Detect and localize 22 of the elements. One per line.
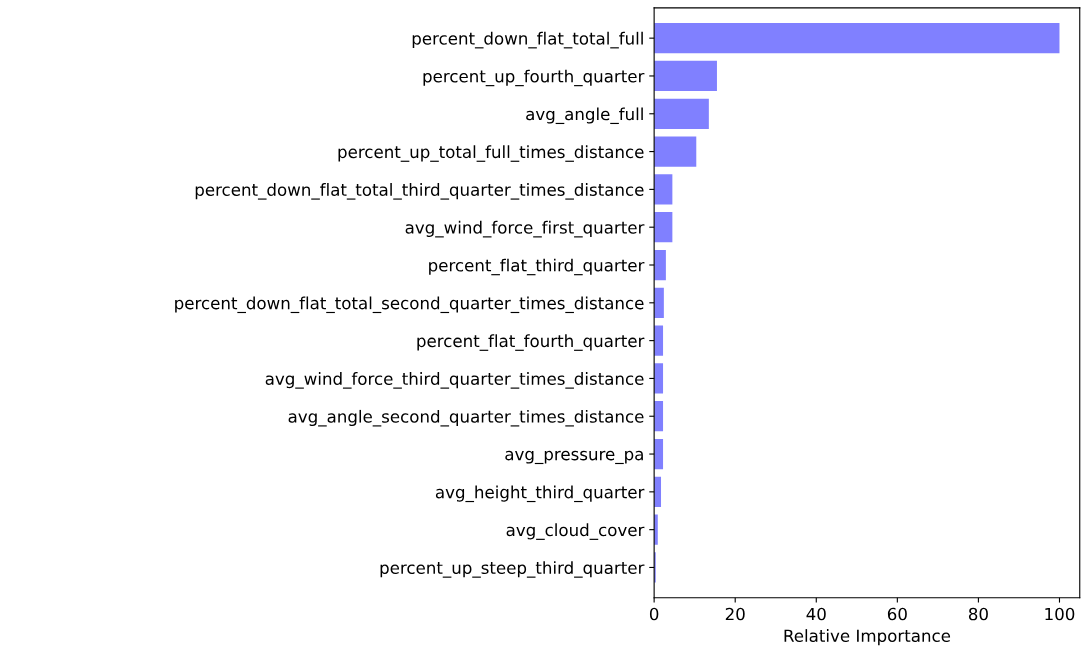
- x-axis-title: Relative Importance: [784, 629, 951, 646]
- y-tick-label: percent_flat_third_quarter: [429, 258, 645, 276]
- y-tick-label: avg_angle_full: [526, 107, 643, 125]
- x-tick-label: 20: [725, 607, 745, 621]
- y-tick-label: percent_up_total_full_times_distance: [338, 145, 644, 162]
- y-tick-label: avg_pressure_pa: [505, 450, 643, 465]
- x-tick-label: 100: [1045, 607, 1075, 621]
- y-tick-label: percent_up_fourth_quarter: [423, 69, 645, 87]
- y-tick-label: percent_flat_fourth_quarter: [417, 334, 645, 351]
- y-tick-label: avg_cloud_cover: [506, 523, 645, 540]
- y-tick-label: avg_angle_second_quarter_times_distance: [288, 409, 644, 427]
- x-tick-label: 0: [649, 607, 659, 621]
- y-tick-label: percent_down_flat_total_third_quarter_times_distance: [195, 183, 644, 200]
- y-tick-label: avg_wind_force_first_quarter: [405, 220, 645, 238]
- y-tick-label: avg_wind_force_third_quarter_times_distance: [265, 372, 644, 389]
- y-tick-label: percent_down_flat_total_second_quarter_times_distance: [175, 296, 644, 314]
- x-tick-label: 40: [806, 607, 826, 621]
- x-tick-label: 60: [887, 607, 907, 621]
- y-tick-label: percent_up_steep_third_quarter: [380, 561, 645, 578]
- y-tick-label: percent_down_flat_total_full: [412, 31, 643, 49]
- y-tick-label: avg_height_third_quarter: [435, 485, 645, 503]
- x-tick-label: 80: [968, 607, 988, 621]
